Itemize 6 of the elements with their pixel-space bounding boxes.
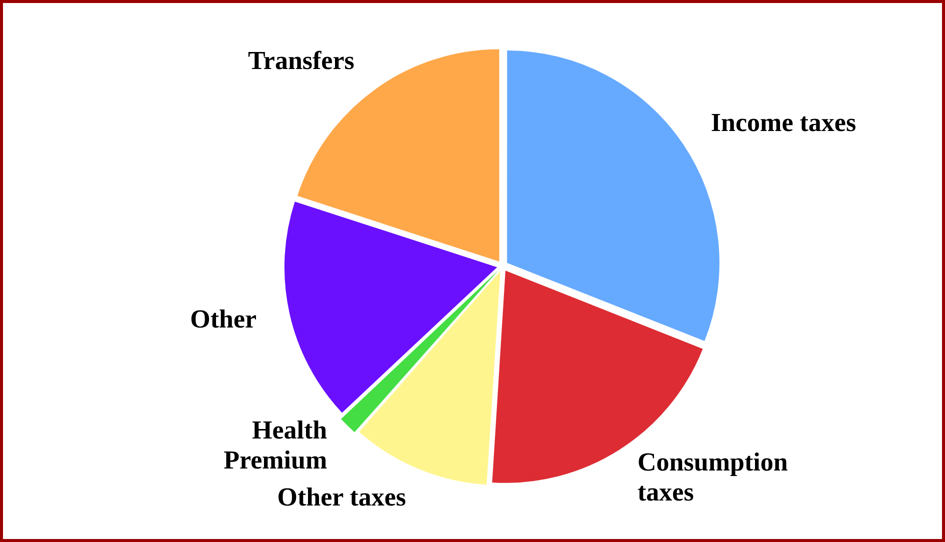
slice-label: Income taxes <box>710 108 856 138</box>
slice-label: Other taxes <box>277 482 406 512</box>
slice-label: Other <box>190 304 257 334</box>
slice-label: Transfers <box>248 46 354 75</box>
slice-label: Consumption taxes <box>638 447 788 506</box>
slice-label: Health Premium <box>224 416 328 475</box>
